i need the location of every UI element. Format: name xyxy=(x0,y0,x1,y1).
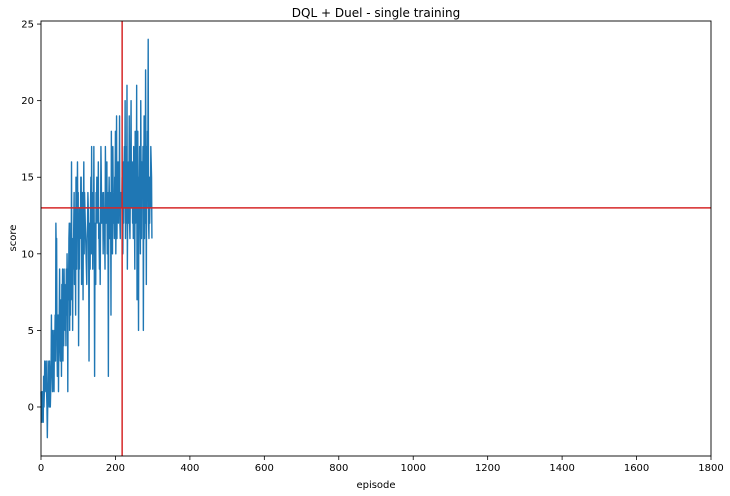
y-tick-label: 10 xyxy=(21,249,34,260)
x-tick-label: 0 xyxy=(38,463,44,474)
x-axis: 0 200 400 600 800 1000 1200 1400 1600 1800 xyxy=(38,456,724,474)
y-tick-label: 0 xyxy=(28,402,34,413)
x-tick-label: 1800 xyxy=(698,463,723,474)
x-tick-label: 400 xyxy=(180,463,199,474)
x-tick-label: 800 xyxy=(329,463,348,474)
series-layer xyxy=(40,38,153,439)
plot-area: 0 200 400 600 800 1000 1200 1400 1600 1800 0 5 10 15… xyxy=(21,20,723,474)
y-tick-label: 5 xyxy=(28,326,34,337)
x-tick-label: 1600 xyxy=(624,463,649,474)
series-line-0 xyxy=(40,38,153,439)
x-tick-label: 200 xyxy=(106,463,125,474)
chart-title: DQL + Duel - single training xyxy=(292,6,460,20)
x-tick-label: 600 xyxy=(255,463,274,474)
reference-lines xyxy=(41,21,711,456)
plot-frame xyxy=(40,20,712,457)
y-axis: 0 5 10 15 20 25 xyxy=(21,20,41,413)
x-tick-label: 1400 xyxy=(549,463,574,474)
x-axis-label: episode xyxy=(356,480,395,491)
y-tick-label: 25 xyxy=(21,20,34,31)
x-tick-label: 1000 xyxy=(400,463,425,474)
y-axis-label: score xyxy=(8,225,19,252)
y-tick-label: 15 xyxy=(21,173,34,184)
x-tick-label: 1200 xyxy=(475,463,500,474)
y-tick-label: 20 xyxy=(21,96,34,107)
